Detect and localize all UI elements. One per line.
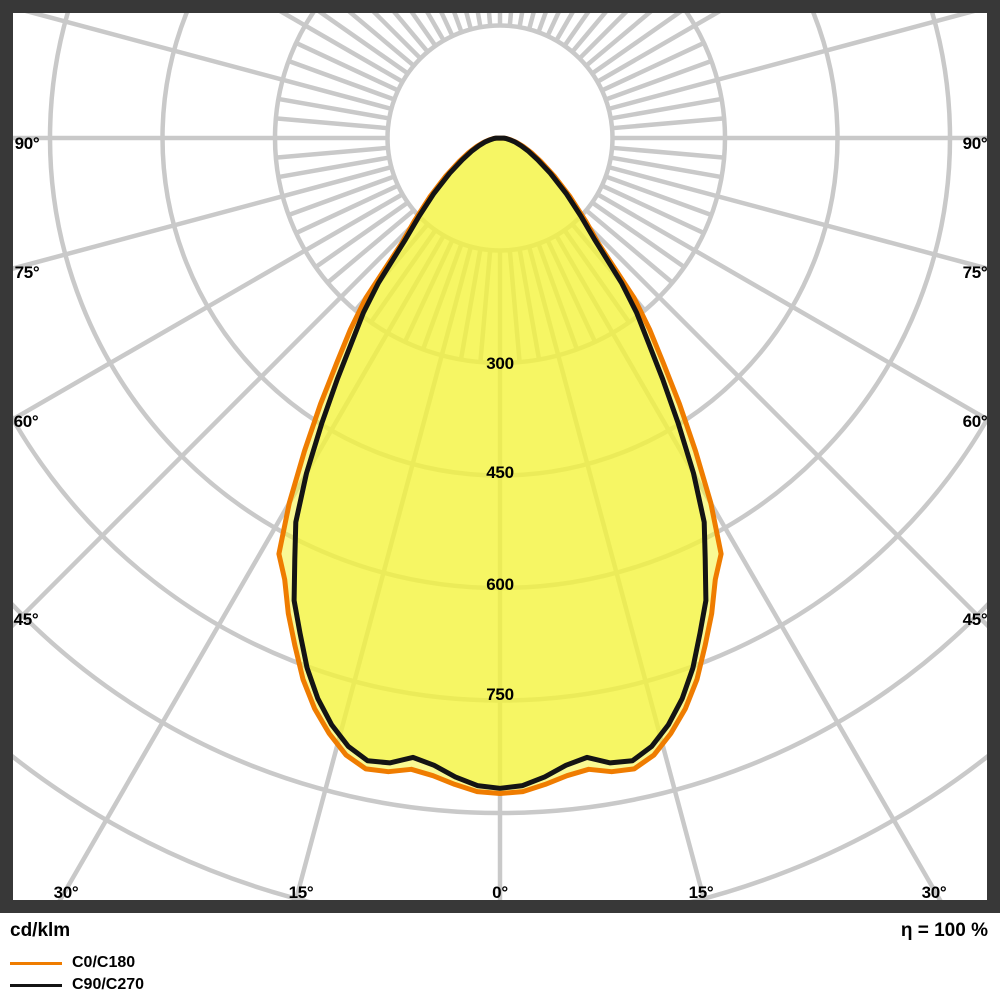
legend-label-c0-c180: C0/C180 (72, 954, 136, 971)
grid-ray-major-75 (608, 164, 987, 271)
grid-ray-minor-250 (287, 58, 396, 102)
curve-c90-c270 (291, 135, 709, 791)
grid-ray-minor-230 (347, 13, 416, 68)
grid-ray-major-105 (608, 13, 976, 112)
grid-ray-minor-260 (278, 96, 390, 121)
grid-ray-minor-310 (326, 208, 416, 285)
plot-frame (0, 0, 1000, 913)
grid-ray-minor-235 (317, 13, 410, 76)
grid-ray-major-300 (13, 192, 404, 422)
efficiency-label: η = 100 % (900, 920, 988, 941)
grid-ray-minor-160 (536, 13, 548, 34)
grid-ray-minor-50 (584, 208, 674, 285)
grid-ray-minor-215 (409, 13, 438, 48)
grid-ray-minor-125 (590, 13, 683, 76)
grid-ray-minor-80 (610, 155, 722, 180)
grid-ray-minor-155 (545, 13, 561, 37)
grid-ray-minor-295 (295, 183, 399, 236)
plot-area (13, 13, 987, 900)
legend-line-c0-c180 (10, 961, 62, 965)
legend-row-c0-c180: C0/C180 (10, 952, 144, 974)
grid-ray-minor-85 (611, 145, 725, 160)
grid-ray-minor-140 (570, 13, 608, 54)
grid-ray-minor-115 (601, 40, 705, 93)
grid-ray-major-60 (596, 192, 987, 422)
grid-ray-minor-100 (610, 96, 722, 121)
grid-ray-minor-145 (562, 13, 591, 48)
grid-ray-minor-275 (275, 145, 389, 160)
grid-ray-minor-245 (295, 40, 399, 93)
grid-ray-minor-205 (439, 13, 455, 37)
legend: C0/C180 C90/C270 (10, 952, 144, 996)
grid-ray-minor-65 (601, 183, 705, 236)
legend-line-c90-c270 (10, 983, 62, 987)
grid-ray-minor-305 (314, 200, 410, 269)
grid-ray-minor-265 (275, 116, 389, 131)
grid-ray-minor-55 (590, 200, 686, 269)
grid-ray-minor-280 (278, 155, 390, 180)
unit-label: cd/klm (10, 920, 71, 941)
grid-ray-minor-220 (392, 13, 430, 54)
grid-ray-minor-95 (611, 116, 725, 131)
legend-label-c90-c270: C90/C270 (72, 976, 145, 993)
grid-ray-minor-110 (604, 58, 713, 102)
legend-row-c90-c270: C90/C270 (10, 974, 144, 996)
grid-ray-major-45 (577, 215, 987, 629)
grid-ray-minor-70 (604, 174, 713, 218)
polar-chart-canvas (0, 0, 1000, 913)
grid-ray-minor-130 (584, 13, 653, 68)
grid-ray-minor-290 (287, 174, 396, 218)
grid-ray-major-255 (24, 13, 392, 112)
grid-ray-minor-200 (452, 13, 464, 34)
grid-ray-major-315 (13, 215, 423, 629)
grid-ray-major-285 (13, 164, 392, 271)
